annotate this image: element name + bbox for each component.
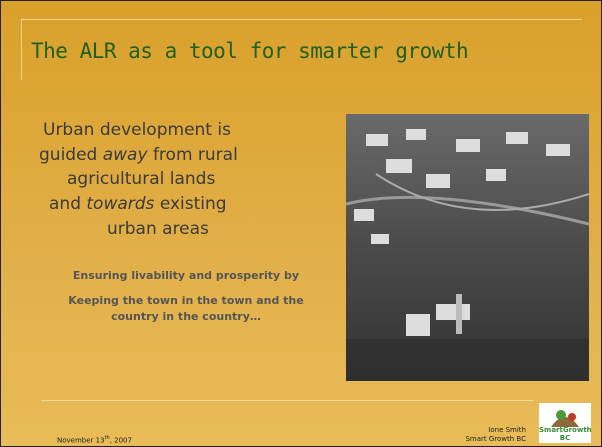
text: and bbox=[49, 194, 86, 214]
body-line: agricultural lands bbox=[67, 169, 215, 189]
body-line: and towards existing bbox=[49, 194, 227, 214]
footer-author: Ione Smith bbox=[411, 426, 526, 434]
footer-rule bbox=[41, 400, 533, 401]
body-line: Urban development is bbox=[43, 120, 231, 140]
slide: The ALR as a tool for smarter growth Urb… bbox=[0, 0, 602, 447]
text: , 2007 bbox=[110, 436, 132, 444]
subtext: Keeping the town in the town and the bbox=[31, 294, 341, 307]
subtext: Ensuring livability and prosperity by bbox=[41, 269, 331, 282]
emphasis: away bbox=[103, 145, 148, 165]
text: guided bbox=[39, 145, 103, 165]
body-line: guided away from rural bbox=[39, 145, 238, 165]
text: existing bbox=[154, 194, 226, 214]
footer-date: November 13th, 2007 bbox=[57, 435, 132, 444]
photo bbox=[346, 114, 589, 381]
logo: SmartGrowth BC bbox=[539, 403, 591, 443]
text: November 13 bbox=[57, 436, 105, 444]
slide-title: The ALR as a tool for smarter growth bbox=[31, 39, 468, 63]
text: agricultural lands bbox=[67, 169, 215, 189]
footer-org: Smart Growth BC bbox=[411, 435, 526, 443]
text: urban areas bbox=[107, 219, 209, 239]
body-line: urban areas bbox=[107, 219, 209, 239]
text: Urban development is bbox=[43, 120, 231, 140]
emphasis: towards bbox=[86, 194, 154, 214]
logo-text: SmartGrowth BC bbox=[539, 426, 591, 442]
subtext: country in the country… bbox=[31, 310, 341, 323]
text: from rural bbox=[148, 145, 238, 165]
